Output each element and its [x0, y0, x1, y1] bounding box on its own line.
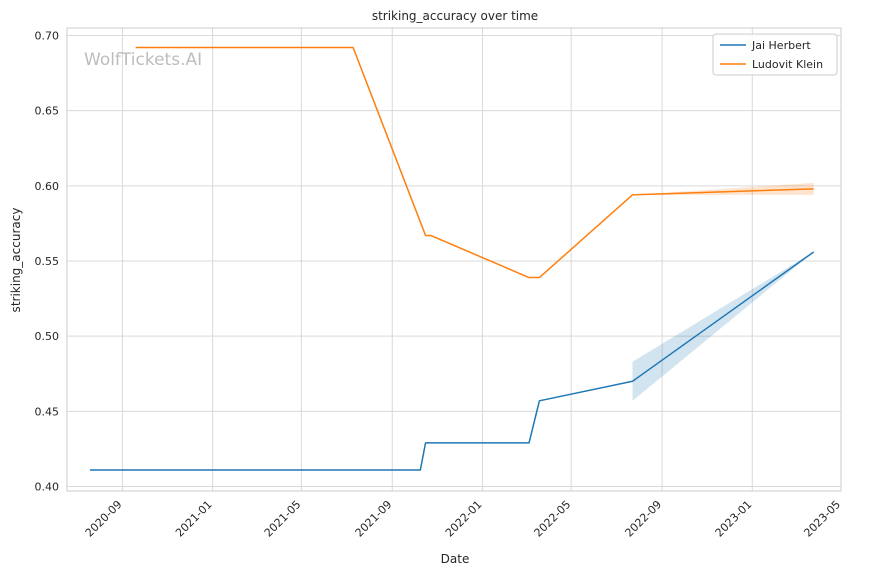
- band-ludovit-klein: [632, 182, 814, 195]
- x-tick-label: 2023-01: [713, 498, 755, 540]
- legend-label-jai-herbert: Jai Herbert: [751, 39, 811, 52]
- y-tick-label: 0.40: [35, 480, 60, 493]
- x-tick-label: 2023-05: [801, 498, 843, 540]
- x-tick-label: 2021-01: [173, 498, 215, 540]
- legend: Jai Herbert Ludovit Klein: [712, 33, 838, 76]
- y-tick-label: 0.60: [35, 180, 60, 193]
- confidence-bands: [632, 182, 814, 401]
- y-tick-label: 0.50: [35, 330, 60, 343]
- x-tick-label: 2020-09: [83, 498, 125, 540]
- tick-labels: 2020-09 2021-01 2021-05 2021-09 2022-01 2022-…: [35, 30, 844, 540]
- series-line-ludovit-klein: [135, 46, 814, 279]
- legend-label-ludovit-klein: Ludovit Klein: [752, 58, 823, 71]
- x-tick-label: 2022-09: [623, 498, 665, 540]
- x-tick-label: 2022-01: [443, 498, 485, 540]
- x-axis-label: Date: [441, 552, 470, 566]
- plot-frame: [66, 27, 842, 492]
- y-tick-label: 0.55: [35, 255, 60, 268]
- x-tick-label: 2021-09: [353, 498, 395, 540]
- grid: [67, 28, 842, 491]
- x-tick-label: 2021-05: [262, 498, 304, 540]
- series-line-jai-herbert: [89, 251, 815, 471]
- y-tick-label: 0.65: [35, 105, 60, 118]
- y-tick-label: 0.45: [35, 405, 60, 418]
- y-tick-label: 0.70: [35, 30, 60, 43]
- x-tick-label: 2022-05: [532, 498, 574, 540]
- y-axis-label: striking_accuracy: [9, 208, 23, 313]
- band-jai-herbert: [632, 251, 814, 401]
- chart-title: striking_accuracy over time: [372, 9, 538, 23]
- watermark: WolfTickets.AI: [84, 50, 202, 70]
- series-lines: [89, 46, 815, 471]
